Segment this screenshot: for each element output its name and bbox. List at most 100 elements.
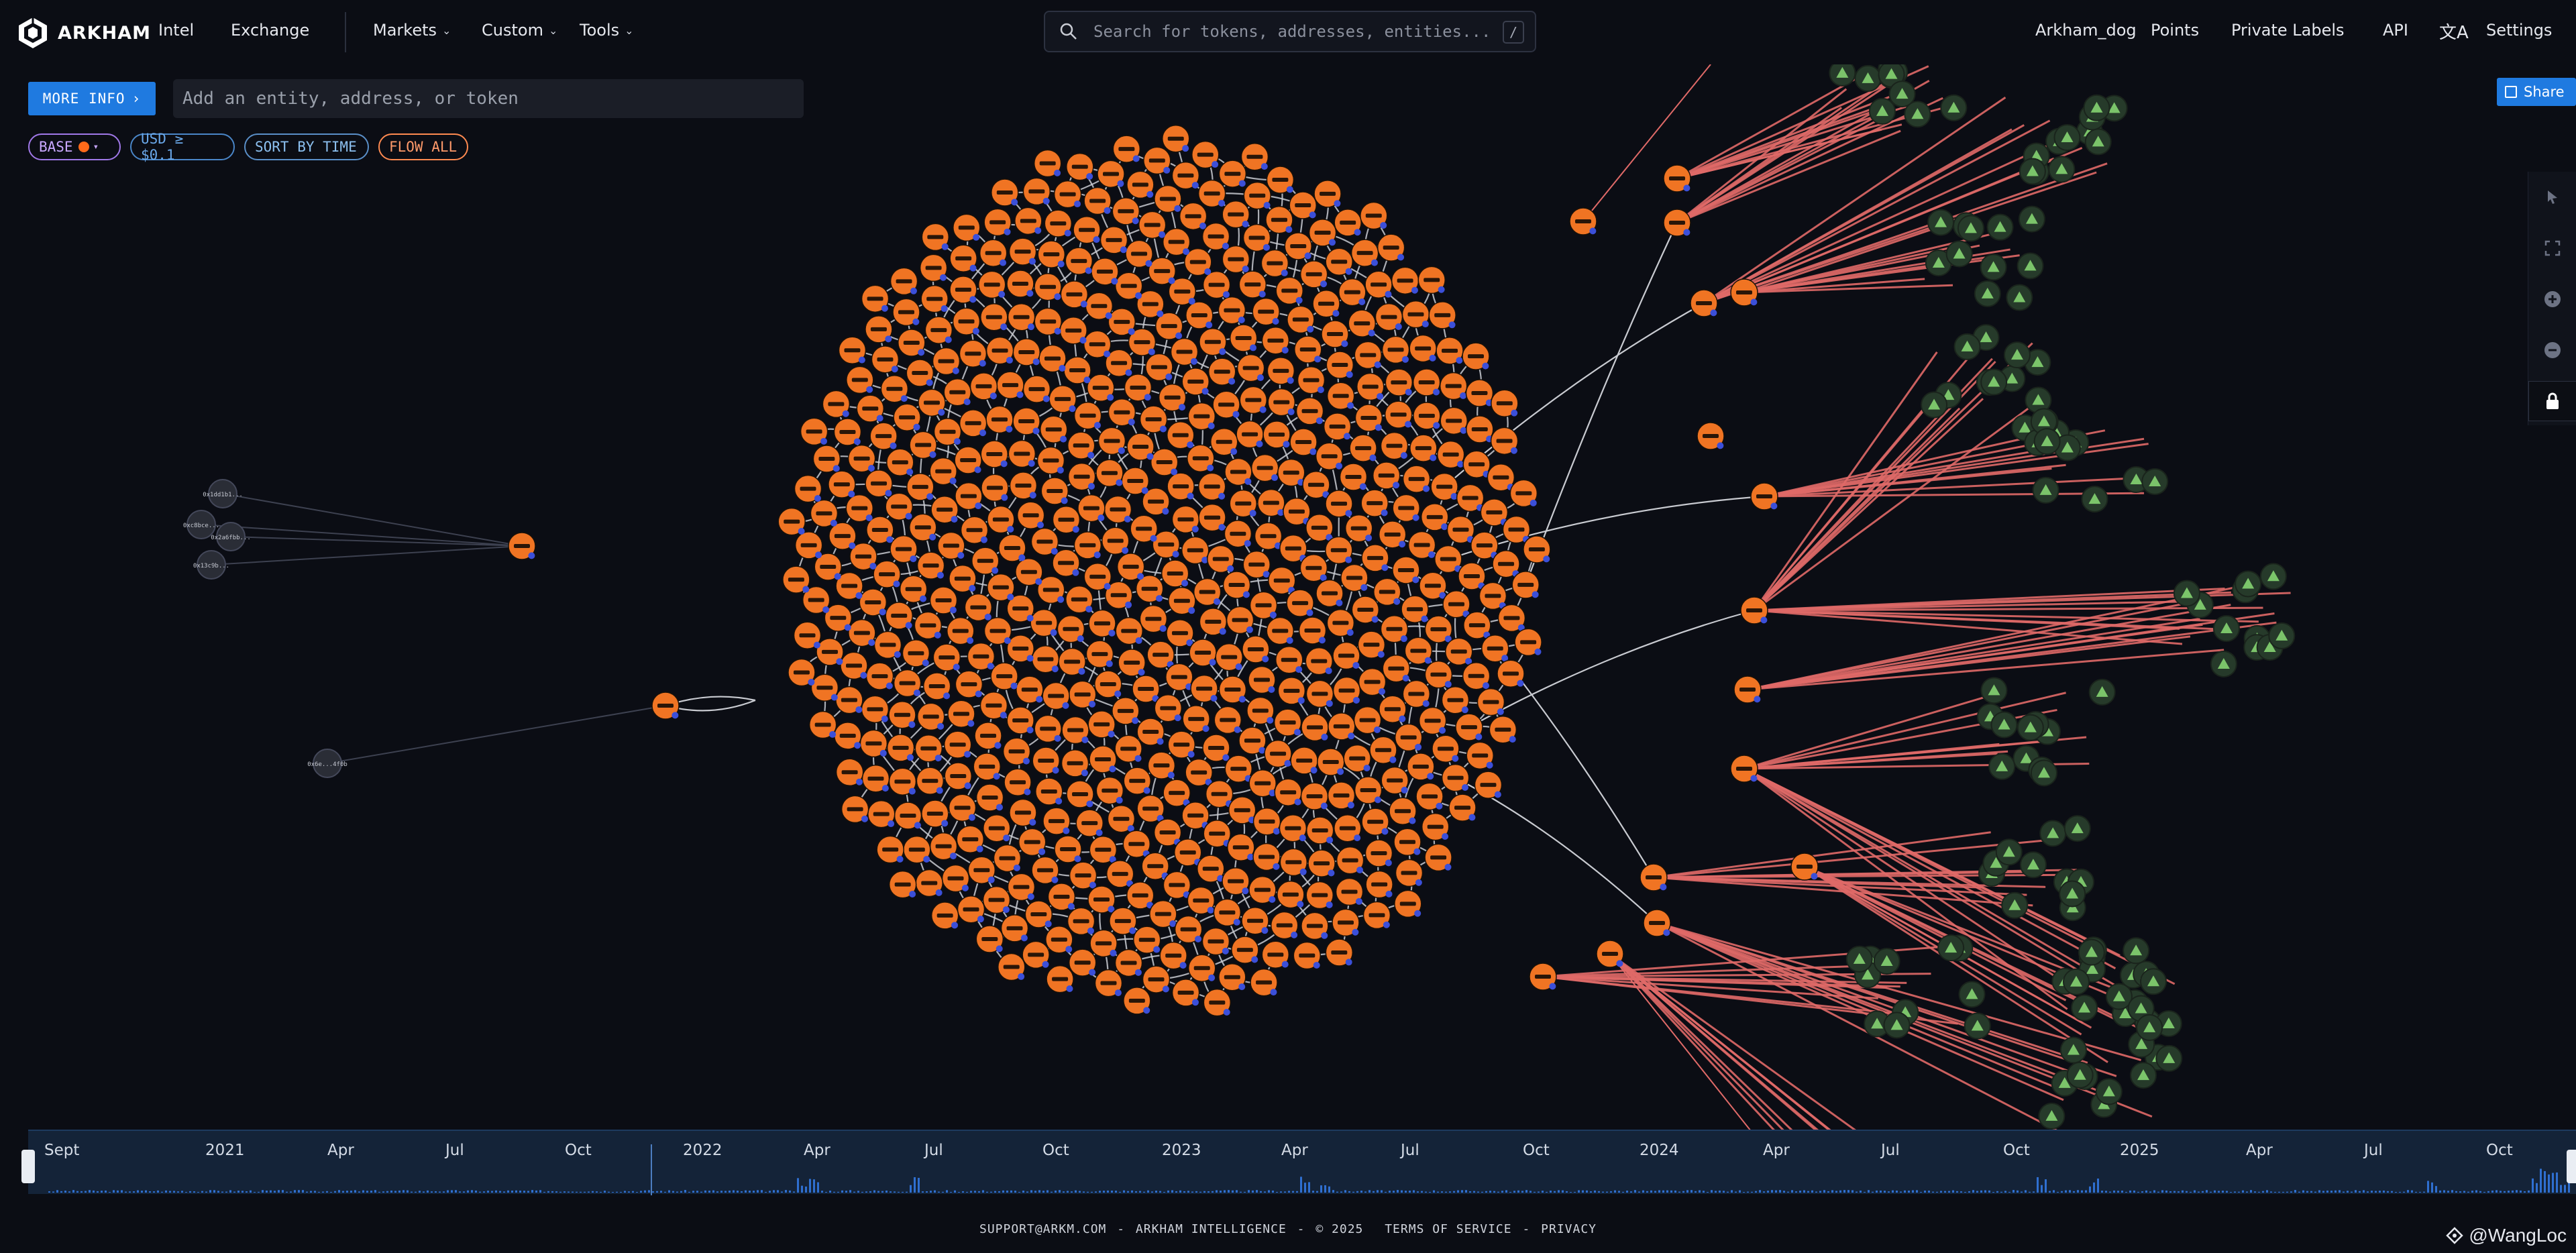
strategy-node-label — [1338, 688, 1355, 693]
privacy-link[interactable]: PRIVACY — [1541, 1222, 1597, 1236]
strategy-node-label — [1208, 939, 1224, 944]
timeline-histogram-bar — [869, 1191, 871, 1193]
strategy-node-badge — [881, 785, 889, 792]
strategy-node-label — [1248, 562, 1265, 567]
timeline-histogram-bar — [1574, 1191, 1576, 1193]
destination-node-glyph — [1953, 248, 1966, 259]
strategy-node-label — [814, 722, 831, 727]
nav-markets[interactable]: Markets ⌄ — [373, 21, 451, 40]
strategy-node-label — [1050, 221, 1067, 226]
sort-filter-chip[interactable]: SORT BY TIME — [244, 133, 369, 160]
source-node — [208, 479, 237, 508]
strategy-node-badge — [1085, 267, 1092, 274]
timeline-histogram-bar — [1513, 1191, 1515, 1193]
strategy-node-label — [1311, 828, 1328, 833]
nav-exchange[interactable]: Exchange — [231, 21, 309, 40]
timeline-histogram-bar — [2391, 1191, 2393, 1193]
timeline-slider[interactable]: Sept 2021 Apr Jul Oct 2022 Apr Jul Oct 2023 Apr Jul… — [21, 1130, 2576, 1195]
timeline-histogram-bar — [1292, 1191, 1294, 1193]
strategy-node-label — [930, 328, 947, 333]
timeline-histogram-bar — [757, 1190, 759, 1193]
strategy-node-label — [1321, 454, 1338, 459]
strategy-node-badge — [1201, 556, 1209, 563]
support-email-link[interactable]: SUPPORT@ARKM.COM — [979, 1222, 1107, 1236]
strategy-node-badge — [1083, 376, 1091, 384]
more-info-button[interactable]: MORE INFO › — [28, 82, 156, 115]
lock-icon[interactable] — [2528, 381, 2576, 421]
strategy-node-badge — [1354, 834, 1361, 842]
zoom-in-icon[interactable] — [2528, 279, 2576, 319]
strategy-node-label — [936, 507, 953, 512]
flow-filter-chip[interactable]: FLOW ALL — [378, 133, 468, 160]
nav-tools[interactable]: Tools ⌄ — [580, 21, 634, 40]
strategy-node-label — [996, 190, 1013, 195]
strategy-node-label — [975, 384, 992, 388]
strategy-node-badge — [1509, 736, 1516, 743]
timeline-histogram-bar — [1529, 1191, 1532, 1193]
strategy-node-label — [1446, 419, 1462, 423]
zoom-out-icon[interactable] — [2528, 330, 2576, 370]
entity-input[interactable]: Add an entity, address, or token — [173, 79, 804, 118]
strategy-node-badge — [975, 502, 982, 510]
transaction-graph[interactable]: 0x1dd1b1...0xc8bce...0x2a6fbb...0x13c9b.… — [0, 64, 2576, 1131]
source-node — [313, 749, 342, 778]
timeline-histogram-bar — [555, 1191, 557, 1193]
strategy-node-label — [1037, 657, 1054, 661]
nav-custom[interactable]: Custom ⌄ — [482, 21, 557, 40]
nav-user-arkham-dog[interactable]: Arkham_dog — [2035, 21, 2137, 40]
nav-settings[interactable]: Settings — [2486, 21, 2552, 40]
strategy-node-label — [1263, 500, 1279, 505]
timeline-histogram-bar — [2564, 1185, 2566, 1193]
strategy-node-label — [1089, 574, 1106, 579]
timeline-histogram-bar — [1707, 1191, 1709, 1193]
timeline-histogram-bar — [994, 1191, 996, 1193]
strategy-node-badge — [1380, 221, 1387, 229]
strategy-node-label — [1430, 672, 1447, 677]
strategy-node-label — [1360, 353, 1377, 358]
timeline-histogram-bar — [1469, 1191, 1471, 1193]
timeline-histogram-bar — [986, 1191, 988, 1193]
fit-screen-icon[interactable] — [2528, 228, 2576, 268]
usd-filter-chip[interactable]: USD ≥ $0.1 — [130, 131, 235, 163]
strategy-node-badge — [1395, 323, 1402, 330]
nav-api[interactable]: API — [2383, 21, 2408, 40]
strategy-node-label — [1187, 379, 1204, 384]
strategy-node-badge — [1438, 286, 1445, 293]
timeline-histogram-bar — [1908, 1190, 1910, 1193]
outflow-edge — [1656, 922, 2066, 1093]
strategy-node-label — [1083, 506, 1099, 510]
strategy-node-label — [1471, 427, 1488, 431]
timeline-start-handle[interactable] — [21, 1150, 35, 1183]
timeline-histogram-bar — [2053, 1190, 2055, 1193]
search-bar[interactable]: Search for tokens, addresses, entities..… — [1044, 11, 1536, 52]
nav-points[interactable]: Points — [2151, 21, 2199, 40]
strategy-node-label — [1331, 950, 1348, 955]
strategy-node-badge — [1352, 661, 1360, 669]
timeline-histogram-bar — [2524, 1191, 2526, 1193]
strategy-node-label — [1362, 384, 1379, 389]
strategy-node-badge — [1325, 667, 1332, 675]
strategy-node-badge — [1132, 155, 1140, 162]
share-button[interactable]: Share — [2497, 78, 2576, 106]
strategy-node-label — [1193, 966, 1210, 971]
timeline-histogram-bar — [1964, 1191, 1966, 1193]
strategy-node-badge — [1002, 906, 1010, 914]
chain-filter-chip[interactable]: BASE ▾ — [28, 133, 121, 160]
strategy-node-badge — [1272, 318, 1279, 325]
terms-link[interactable]: TERMS OF SERVICE — [1385, 1222, 1512, 1236]
strategy-node-badge — [967, 637, 974, 645]
arkham-logo[interactable]: ARKHAM — [16, 16, 151, 50]
strategy-node-label — [1112, 871, 1128, 876]
pointer-tool-icon[interactable] — [2528, 177, 2576, 217]
strategy-node-label — [1012, 646, 1029, 651]
nav-private-labels[interactable]: Private Labels — [2231, 21, 2345, 40]
strategy-node-badge — [949, 606, 957, 614]
timeline-end-handle[interactable] — [2567, 1150, 2576, 1183]
strategy-node-label — [1191, 770, 1208, 775]
timeline-histogram-bar — [2371, 1191, 2373, 1193]
strategy-node-label — [925, 266, 942, 270]
translate-icon[interactable]: 文A — [2439, 23, 2469, 43]
strategy-node-badge — [1306, 609, 1313, 616]
nav-intel[interactable]: Intel — [158, 21, 194, 40]
timeline-histogram-bar — [523, 1191, 525, 1193]
